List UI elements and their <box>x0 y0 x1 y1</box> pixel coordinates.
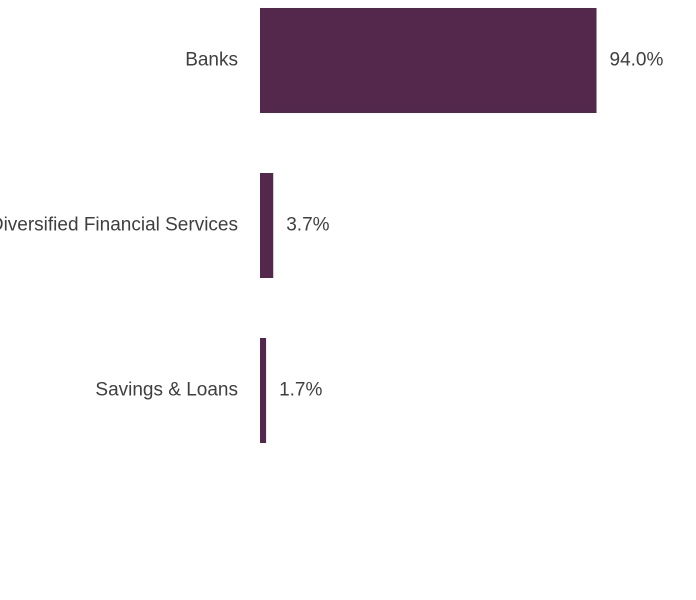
bar-1 <box>260 8 597 113</box>
value-label-1: 94.0% <box>610 50 664 71</box>
bar-3 <box>260 338 267 443</box>
category-label-3: Savings & Loans <box>95 380 238 401</box>
value-labels-group: 94.0% 3.7% 1.7% <box>279 50 663 401</box>
category-label-1: Banks <box>185 50 238 71</box>
category-labels-group: Banks Diversified Financial Services Savin… <box>0 50 238 401</box>
value-label-2: 3.7% <box>286 215 329 236</box>
category-label-2: Diversified Financial Services <box>0 215 238 236</box>
bars-group <box>260 8 597 443</box>
value-label-3: 1.7% <box>279 380 322 401</box>
bar-2 <box>260 173 274 278</box>
